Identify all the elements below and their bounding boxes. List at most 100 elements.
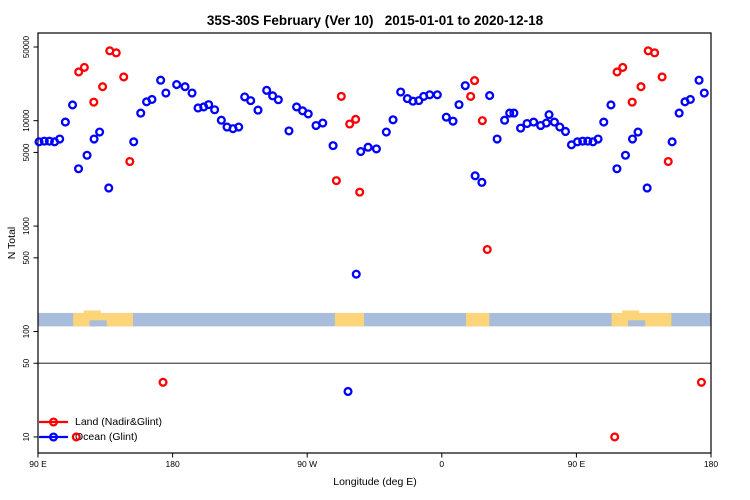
point-land xyxy=(345,119,355,129)
y-tick-label: 50 xyxy=(22,358,31,367)
point-ocean xyxy=(612,164,622,174)
point-land xyxy=(618,62,628,72)
point-ocean xyxy=(694,75,704,85)
point-ocean xyxy=(328,141,338,151)
point-land xyxy=(663,156,673,167)
point-ocean xyxy=(492,134,502,144)
point-ocean xyxy=(408,96,418,106)
point-land xyxy=(612,67,622,77)
map-band-coast-notch xyxy=(89,320,107,327)
point-ocean xyxy=(240,92,250,102)
map-band-coast-bump xyxy=(622,310,640,313)
point-land xyxy=(79,62,89,72)
point-land xyxy=(482,244,492,255)
point-ocean xyxy=(371,144,381,154)
x-tick-label: 180 xyxy=(704,459,718,469)
y-tick-label: 1000 xyxy=(22,217,31,235)
point-ocean xyxy=(147,94,157,105)
point-ocean xyxy=(500,115,510,125)
point-ocean xyxy=(460,81,470,91)
chart-title: 35S-30S February (Ver 10) 2015-01-01 to … xyxy=(206,13,544,28)
point-ocean xyxy=(505,108,515,118)
point-ocean xyxy=(555,122,565,132)
point-ocean xyxy=(606,100,616,110)
point-ocean xyxy=(210,105,220,115)
point-ocean xyxy=(292,102,302,112)
point-ocean xyxy=(599,117,609,127)
point-land xyxy=(351,114,361,124)
legend-marker-ocean-icon xyxy=(39,431,68,442)
point-ocean xyxy=(448,116,458,126)
point-land xyxy=(105,46,115,56)
point-ocean xyxy=(396,87,406,97)
point-land xyxy=(125,156,135,167)
point-ocean xyxy=(593,134,603,144)
point-ocean xyxy=(216,115,226,125)
point-ocean xyxy=(560,126,571,137)
y-tick-label: 100 xyxy=(22,324,31,338)
x-tick-label: 180 xyxy=(166,459,180,469)
point-ocean xyxy=(318,118,328,128)
point-ocean xyxy=(284,126,294,136)
point-ocean xyxy=(303,109,313,119)
point-ocean xyxy=(273,95,283,105)
point-ocean xyxy=(50,137,60,147)
point-land xyxy=(89,97,99,107)
point-ocean xyxy=(578,136,588,146)
x-tick-label: 90 E xyxy=(29,459,47,469)
point-land xyxy=(696,377,706,387)
point-ocean xyxy=(262,85,272,95)
y-tick-label: 5000 xyxy=(22,143,31,161)
point-land xyxy=(336,91,346,101)
point-ocean xyxy=(234,122,244,132)
point-ocean xyxy=(432,90,442,100)
point-ocean xyxy=(402,94,412,104)
x-tick-label: 0 xyxy=(439,459,444,469)
legend-label-ocean: Ocean (Glint) xyxy=(75,430,138,443)
legend-marker-land-icon xyxy=(39,416,68,427)
point-ocean xyxy=(161,88,171,98)
point-ocean xyxy=(199,102,209,112)
point-ocean xyxy=(588,137,598,147)
y-tick-label: 500 xyxy=(22,251,31,265)
map-band-coast-bump xyxy=(83,310,101,313)
point-ocean xyxy=(222,122,232,132)
point-ocean xyxy=(129,137,139,147)
point-ocean xyxy=(414,96,424,106)
x-tick-label: 90 E xyxy=(568,459,586,469)
point-ocean xyxy=(82,150,92,160)
point-ocean xyxy=(156,75,166,85)
point-ocean xyxy=(73,164,84,174)
point-ocean xyxy=(516,123,526,133)
point-land xyxy=(657,72,667,82)
point-ocean xyxy=(363,142,373,152)
point-ocean xyxy=(44,136,54,146)
point-land xyxy=(610,432,620,442)
point-ocean xyxy=(544,110,554,120)
point-ocean xyxy=(67,100,78,110)
point-land xyxy=(470,76,480,86)
point-ocean xyxy=(583,136,593,146)
point-ocean xyxy=(685,94,695,105)
legend-item-land: Land (Nadir&Glint) xyxy=(38,414,162,429)
point-land xyxy=(466,91,476,101)
map-band-ocean xyxy=(38,312,711,327)
point-land xyxy=(331,176,341,186)
point-ocean xyxy=(509,108,519,118)
point-land xyxy=(119,72,129,82)
point-ocean xyxy=(268,91,278,101)
point-ocean xyxy=(674,108,684,118)
point-ocean xyxy=(566,140,577,150)
map-band-land-patch xyxy=(334,312,365,327)
point-ocean xyxy=(470,171,480,181)
y-tick-label: 50000 xyxy=(22,35,31,58)
x-axis-title: Longitude (deg E) xyxy=(333,476,417,488)
point-ocean xyxy=(485,91,495,101)
point-land xyxy=(627,97,637,107)
point-ocean xyxy=(95,127,105,137)
point-ocean xyxy=(193,103,203,113)
point-ocean xyxy=(298,106,308,116)
map-band-land-patch xyxy=(466,312,490,327)
point-ocean xyxy=(356,146,366,157)
